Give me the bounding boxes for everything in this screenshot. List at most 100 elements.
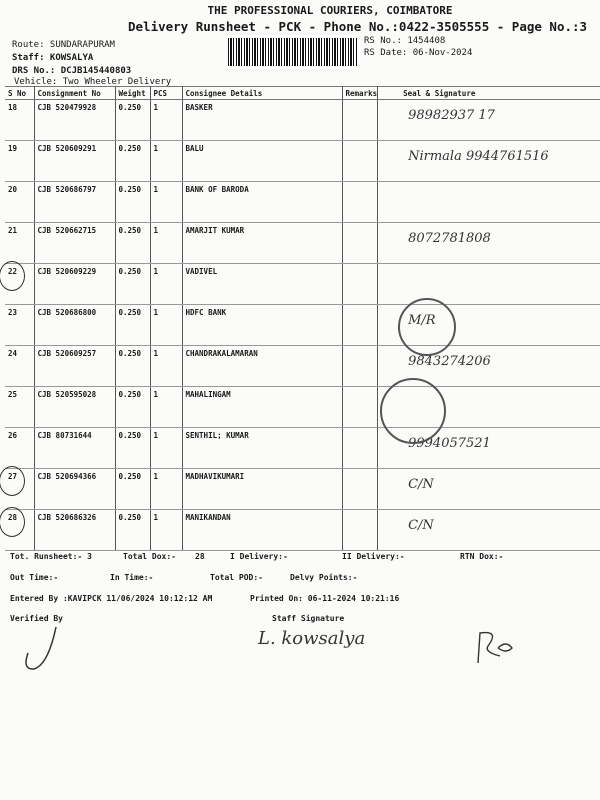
rs-no: RS No.: 1454408 xyxy=(364,36,446,46)
cell-text: 26 xyxy=(8,431,18,440)
pcs: 1 xyxy=(150,468,183,510)
remarks xyxy=(342,140,379,182)
cell-text: VADIVEL xyxy=(185,267,218,276)
serial-no: 22 xyxy=(0,261,35,305)
consignee: HDFC BANK xyxy=(182,304,343,346)
cell-text: 1 xyxy=(153,226,159,235)
cell-text: 1 xyxy=(153,308,159,317)
weight: 0.250 xyxy=(115,263,151,305)
seal-signature: C/N xyxy=(377,509,600,551)
consignee: VADIVEL xyxy=(182,263,343,305)
cell-text: 0.250 xyxy=(118,103,142,112)
weight: 0.250 xyxy=(115,181,151,223)
serial-no: 24 xyxy=(5,345,35,387)
pcs: 1 xyxy=(150,263,183,305)
printed-on: Printed On: 06-11-2024 10:21:16 xyxy=(250,594,400,603)
consignee: MADHAVIKUMARI xyxy=(182,468,343,510)
seal-signature: 8072781808 xyxy=(377,222,600,264)
column-header: PCS xyxy=(150,86,183,100)
consignee: SENTHIL; KUMAR xyxy=(182,427,343,469)
circle-mark xyxy=(0,261,25,291)
cell-text: 0.250 xyxy=(118,308,142,317)
consignment-no: CJB 80731644 xyxy=(34,427,116,469)
consignment-no: CJB 520609291 xyxy=(34,140,116,182)
cell-text: 1 xyxy=(153,349,159,358)
cell-text: CJB 520686797 xyxy=(37,185,97,194)
weight: 0.250 xyxy=(115,222,151,264)
vehicle: Vehicle: Two Wheeler Delivery xyxy=(14,77,172,87)
cell-text: 23 xyxy=(8,308,18,317)
consignment-no: CJB 520479928 xyxy=(34,99,116,141)
cell-text: 0.250 xyxy=(118,226,142,235)
handwritten-note: 8072781808 xyxy=(408,231,491,246)
cell-text: 18 xyxy=(8,103,18,112)
route: Route: SUNDARAPURAM xyxy=(12,40,115,50)
pcs: 1 xyxy=(150,427,183,469)
table-row: 22 CJB 520609229 0.250 1 VADIVEL xyxy=(0,261,600,305)
serial-no: 19 xyxy=(5,140,35,182)
cell-text: BANK OF BARODA xyxy=(185,185,249,194)
cell-text: MANIKANDAN xyxy=(185,513,231,522)
column-header: Consignee Details xyxy=(182,86,343,100)
cell-text: 0.250 xyxy=(118,390,142,399)
cell-text: 0.250 xyxy=(118,144,142,153)
remarks xyxy=(342,427,379,469)
serial-no: 27 xyxy=(0,466,35,510)
pcs: 1 xyxy=(150,345,183,387)
weight: 0.250 xyxy=(115,386,151,428)
seal-signature: C/N xyxy=(377,468,600,510)
weight: 0.250 xyxy=(115,304,151,346)
seal-signature xyxy=(377,181,600,223)
ii-delivery: II Delivery:- xyxy=(342,552,405,561)
total-pod: Total POD:- xyxy=(210,573,263,582)
cell-text: 25 xyxy=(8,390,18,399)
cell-text: AMARJIT KUMAR xyxy=(185,226,245,235)
column-header: S No xyxy=(5,86,35,100)
cell-text: CJB 520479928 xyxy=(37,103,97,112)
cell-text: CJB 520609291 xyxy=(37,144,97,153)
pcs: 1 xyxy=(150,181,183,223)
barcode xyxy=(228,38,358,66)
total-dox-value: 28 xyxy=(195,552,205,561)
seal-signature: Nirmala 9944761516 xyxy=(377,140,600,182)
table-row: 26 CJB 80731644 0.250 1 SENTHIL; KUMAR 999405… xyxy=(5,427,600,469)
serial-no: 25 xyxy=(5,386,35,428)
remarks xyxy=(342,304,379,346)
entered-by: Entered By :KAVIPCK 11/06/2024 10:12:12 … xyxy=(10,594,213,603)
consignment-no: CJB 520686326 xyxy=(34,509,116,551)
pcs: 1 xyxy=(150,140,183,182)
cell-text: 0.250 xyxy=(118,513,142,522)
consignee: BANK OF BARODA xyxy=(182,181,343,223)
pcs: 1 xyxy=(150,222,183,264)
serial-no: 21 xyxy=(5,222,35,264)
cell-text: 21 xyxy=(8,226,18,235)
remarks xyxy=(342,222,379,264)
remarks xyxy=(342,468,379,510)
handwritten-note: 9843274206 xyxy=(408,354,491,369)
weight: 0.250 xyxy=(115,345,151,387)
cell-text: 1 xyxy=(153,103,159,112)
cell-text: SENTHIL; KUMAR xyxy=(185,431,249,440)
cell-text: 19 xyxy=(8,144,18,153)
drs-no: DRS No.: DCJB145440803 xyxy=(12,66,132,76)
table-row: 23 CJB 520686800 0.250 1 HDFC BANK M/R xyxy=(5,304,600,346)
consignment-no: CJB 520686800 xyxy=(34,304,116,346)
consignee: MANIKANDAN xyxy=(182,509,343,551)
consignment-no: CJB 520609257 xyxy=(34,345,116,387)
cell-text: MADHAVIKUMARI xyxy=(185,472,245,481)
cell-text: 1 xyxy=(153,390,159,399)
cell-text: CJB 520595028 xyxy=(37,390,97,399)
total-dox: Total Dox:- xyxy=(123,552,176,561)
serial-no: 26 xyxy=(5,427,35,469)
staff-signature-label: Staff Signature xyxy=(272,614,345,623)
seal-signature xyxy=(377,263,600,305)
weight: 0.250 xyxy=(115,140,151,182)
runsheet-subtitle: Delivery Runsheet - PCK - Phone No.:0422… xyxy=(128,19,588,34)
remarks xyxy=(342,263,379,305)
staff-signature: L. kowsalya xyxy=(258,628,366,649)
remarks xyxy=(342,345,379,387)
cell-text: 0.250 xyxy=(118,185,142,194)
consignee: AMARJIT KUMAR xyxy=(182,222,343,264)
verified-by: Verified By xyxy=(10,614,63,623)
consignee: MAHALINGAM xyxy=(182,386,343,428)
